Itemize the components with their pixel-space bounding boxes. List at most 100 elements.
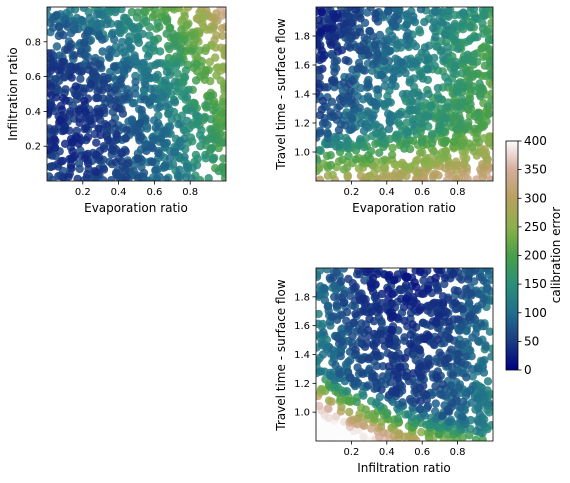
x-tick-label: 0.8	[182, 187, 198, 198]
scatter-point	[415, 148, 425, 157]
scatter-point	[484, 398, 493, 408]
scatter-point	[461, 284, 471, 294]
scatter-point	[402, 139, 411, 148]
colorbar: 0 50 100 150 200 250 300 350 400 calibration err…	[505, 134, 563, 377]
scatter-point	[329, 354, 339, 363]
x-tick-label: 0.4	[379, 187, 395, 198]
scatter-point	[50, 12, 59, 22]
scatter-point	[356, 14, 365, 23]
scatter-point	[429, 23, 438, 33]
scatter-point	[441, 147, 450, 156]
scatter-point	[476, 92, 485, 101]
scatter-point	[70, 20, 79, 29]
scatter-point	[184, 85, 193, 95]
scatter-point	[453, 356, 462, 365]
scatter-point	[364, 80, 373, 89]
x-ticks-bottom-right: 0.2 0.4 0.6 0.8	[343, 441, 466, 458]
scatter-point	[416, 268, 425, 277]
scatter-point	[98, 47, 107, 56]
scatter-point	[396, 285, 405, 295]
scatter-point	[443, 354, 452, 363]
scatter-point	[475, 410, 485, 419]
scatter-point	[471, 435, 481, 441]
scatter-point	[327, 97, 337, 107]
scatter-point	[377, 289, 387, 299]
scatter-point	[124, 37, 133, 46]
scatter-point	[108, 119, 117, 128]
scatter-point	[80, 96, 89, 106]
y-tick-label: 1.6	[294, 321, 310, 332]
scatter-point	[482, 284, 491, 294]
scatter-point	[451, 298, 460, 307]
scatter-point	[360, 66, 369, 75]
scatter-point	[95, 108, 105, 118]
scatter-point	[387, 150, 397, 160]
scatter-point	[388, 289, 397, 299]
scatter-point	[137, 132, 146, 141]
scatter-point	[320, 284, 329, 294]
scatter-point	[162, 29, 171, 38]
scatter-point	[80, 38, 89, 47]
colorbar-tick-label: 350	[524, 163, 547, 177]
scatter-point	[424, 284, 433, 293]
scatter-point	[449, 137, 459, 146]
scatter-point	[375, 392, 385, 402]
scatter-point	[111, 96, 120, 105]
scatter-point	[86, 80, 96, 89]
scatter-point	[458, 305, 467, 314]
scatter-point	[174, 84, 183, 93]
scatter-point	[423, 65, 432, 74]
scatter-points-top-left	[47, 7, 226, 181]
scatter-point	[340, 297, 349, 307]
scatter-point	[85, 13, 95, 23]
scatter-point	[182, 93, 192, 102]
scatter-point	[371, 347, 381, 357]
scatter-point	[407, 97, 416, 106]
scatter-point	[332, 134, 341, 143]
scatter-point	[112, 130, 121, 139]
scatter-point	[124, 17, 133, 27]
scatter-point	[431, 407, 440, 416]
scatter-point	[47, 82, 56, 91]
scatter-point	[409, 120, 418, 129]
scatter-point	[81, 31, 90, 40]
scatter-point	[316, 145, 324, 155]
scatter-point	[349, 433, 358, 441]
scatter-point	[180, 12, 189, 21]
scatter-point	[481, 149, 491, 158]
scatter-point	[140, 95, 150, 104]
scatter-point	[415, 305, 425, 315]
scatter-point	[417, 137, 426, 147]
scatter-point	[81, 107, 90, 116]
scatter-point	[316, 128, 325, 138]
scatter-point	[402, 10, 412, 19]
scatter-point	[409, 136, 418, 145]
scatter-point	[346, 87, 355, 96]
panel-top-left: 0.2 0.4 0.6 0.8 0.2 0.4 0.6 0.8 Evaporation ra…	[6, 6, 227, 215]
scatter-point	[141, 17, 151, 26]
scatter-point	[180, 73, 190, 82]
scatter-point	[408, 293, 418, 302]
scatter-point	[91, 150, 101, 159]
scatter-point	[401, 68, 410, 78]
scatter-point	[171, 77, 180, 86]
scatter-point	[74, 106, 84, 115]
scatter-point	[148, 157, 157, 167]
scatter-point	[350, 318, 359, 328]
scatter-point	[98, 35, 107, 44]
scatter-point	[370, 40, 380, 50]
scatter-point	[210, 153, 219, 163]
scatter-point	[438, 298, 448, 308]
scatter-point	[390, 276, 399, 285]
scatter-point	[391, 21, 400, 31]
scatter-point	[99, 176, 108, 181]
scatter-point	[72, 90, 82, 100]
scatter-point	[67, 73, 76, 82]
scatter-point	[398, 398, 407, 407]
scatter-point	[316, 268, 325, 275]
scatter-point	[57, 105, 67, 114]
scatter-point	[413, 168, 423, 177]
scatter-point	[316, 272, 322, 282]
scatter-point	[75, 118, 84, 128]
y-ticks-top-left: 0.2 0.4 0.6 0.8	[25, 37, 47, 153]
